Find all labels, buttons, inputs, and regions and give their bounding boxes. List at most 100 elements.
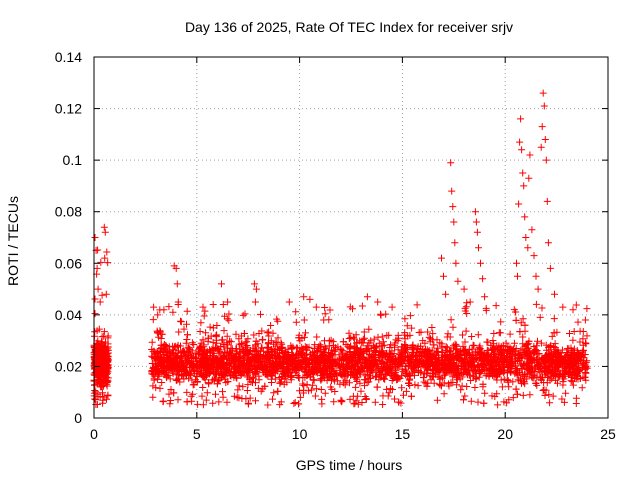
- data-point: [519, 333, 527, 341]
- data-point: [490, 330, 498, 337]
- data-point: [433, 336, 441, 344]
- data-point: [520, 182, 528, 190]
- data-point: [500, 375, 508, 383]
- data-point: [176, 378, 184, 386]
- x-tick-label: 25: [600, 426, 616, 442]
- data-point: [379, 401, 387, 408]
- data-point: [539, 89, 547, 97]
- data-point: [225, 316, 233, 324]
- data-point: [291, 359, 299, 367]
- data-point: [157, 335, 165, 342]
- data-point: [159, 398, 167, 405]
- data-point: [338, 397, 346, 405]
- data-point: [457, 350, 465, 358]
- data-point: [538, 304, 546, 312]
- data-point: [542, 352, 549, 360]
- data-point: [382, 310, 390, 318]
- data-point: [169, 342, 177, 350]
- data-point: [359, 339, 367, 347]
- data-point: [321, 310, 329, 318]
- data-point: [257, 387, 265, 395]
- data-point: [277, 398, 285, 406]
- data-point: [188, 339, 196, 347]
- data-point: [423, 382, 431, 390]
- data-point: [570, 328, 578, 335]
- data-point: [339, 347, 347, 355]
- data-point: [488, 368, 496, 376]
- data-point: [559, 381, 567, 389]
- data-point: [99, 389, 106, 397]
- data-point: [104, 259, 112, 267]
- data-point: [251, 298, 259, 306]
- data-point: [387, 364, 395, 372]
- data-point: [188, 376, 196, 384]
- data-point: [551, 366, 559, 374]
- data-point: [210, 375, 218, 383]
- data-point: [401, 315, 409, 323]
- data-point: [474, 398, 482, 406]
- data-point: [568, 378, 576, 386]
- data-point: [422, 379, 430, 387]
- data-point: [232, 330, 240, 338]
- data-point: [296, 393, 304, 401]
- data-point: [380, 375, 388, 383]
- data-point: [312, 366, 320, 374]
- data-point: [493, 390, 501, 398]
- data-point: [212, 390, 219, 398]
- data-point: [174, 396, 182, 404]
- data-point: [240, 330, 248, 337]
- data-point: [581, 373, 589, 381]
- data-point: [337, 370, 345, 378]
- data-point: [506, 359, 514, 367]
- data-point: [411, 381, 419, 389]
- data-point: [439, 349, 447, 356]
- data-point: [442, 290, 450, 298]
- data-point: [96, 298, 104, 306]
- data-point: [354, 400, 362, 408]
- data-point: [167, 397, 175, 404]
- data-point: [546, 264, 554, 272]
- data-point: [185, 347, 193, 355]
- data-point: [422, 349, 430, 357]
- data-point: [301, 354, 309, 362]
- data-point: [217, 374, 225, 382]
- data-point: [458, 362, 466, 370]
- data-point: [572, 301, 580, 309]
- data-point: [427, 359, 435, 367]
- data-point: [372, 342, 380, 350]
- data-point: [255, 376, 263, 384]
- data-point: [467, 397, 475, 405]
- data-point: [211, 367, 219, 375]
- data-point: [516, 352, 524, 360]
- data-point: [148, 346, 156, 353]
- data-point: [200, 341, 208, 349]
- data-point: [227, 372, 235, 380]
- data-point: [100, 223, 108, 231]
- data-point: [323, 370, 331, 377]
- data-point: [206, 370, 213, 378]
- data-point: [407, 392, 415, 400]
- data-point: [424, 328, 432, 336]
- data-point: [521, 213, 529, 221]
- data-point: [149, 382, 157, 390]
- data-point: [408, 324, 416, 332]
- data-point: [328, 365, 335, 373]
- data-point: [515, 200, 523, 208]
- data-point: [485, 352, 492, 360]
- data-point: [541, 391, 549, 399]
- data-point: [252, 347, 260, 355]
- data-point: [490, 340, 498, 348]
- data-point: [360, 328, 368, 336]
- data-point: [216, 349, 224, 357]
- data-point: [337, 398, 345, 406]
- data-point: [453, 345, 461, 353]
- data-point: [466, 298, 474, 306]
- data-point: [564, 361, 572, 368]
- data-point: [287, 373, 295, 381]
- data-point: [376, 367, 384, 375]
- data-point: [254, 351, 262, 359]
- data-point: [330, 347, 338, 355]
- data-point: [446, 360, 454, 368]
- data-point: [397, 359, 405, 367]
- data-point: [303, 346, 311, 354]
